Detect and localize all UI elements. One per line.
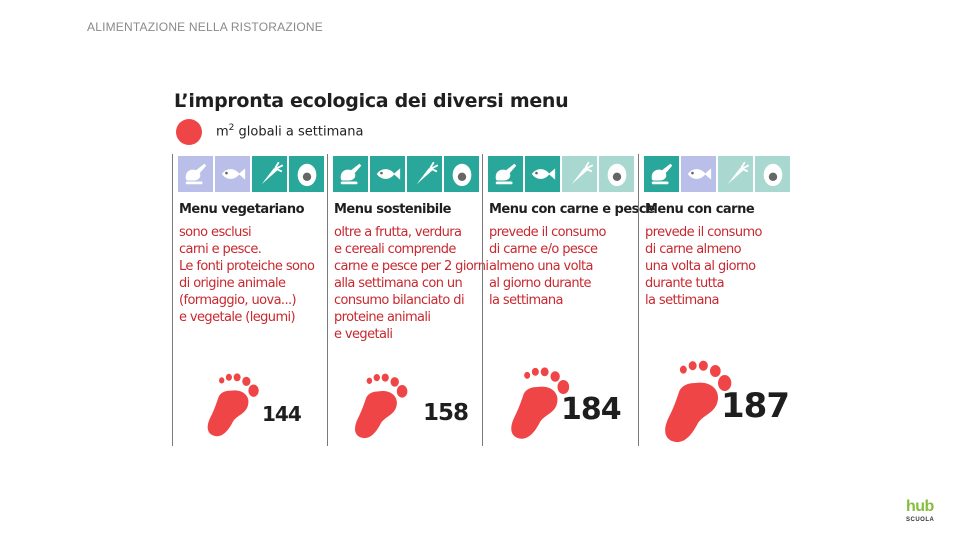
fish-icon (525, 156, 560, 192)
menu-description: oltre a frutta, verdura e cereali compren… (334, 224, 489, 343)
description-line: (formaggio, uova...) (179, 293, 297, 308)
menu-description: prevede il consumo di carne e/o pesce alme… (489, 224, 635, 309)
egg-icon (444, 156, 479, 192)
footprint-icon (348, 366, 414, 442)
footprint-score: 184 (561, 392, 622, 427)
logo-subtitle: SCUOLA (906, 517, 935, 523)
egg-icon (599, 156, 634, 192)
description-line: carne e pesce per 2 giorni (334, 259, 489, 274)
legend-red-dot (176, 119, 202, 145)
legend-unit: m (216, 124, 229, 140)
legend-label: m2 globali a settimana (216, 123, 363, 139)
menu-column: Menu con carne prevede il consumo di carne… (638, 154, 791, 446)
description-line: durante tutta (645, 276, 725, 291)
description-line: e vegetali (334, 327, 393, 342)
carrot-icon (562, 156, 597, 192)
footprint-icon (202, 366, 264, 440)
chicken-leg-icon (333, 156, 368, 192)
footprint-score: 187 (721, 386, 790, 426)
description-line: consumo bilanciato di (334, 293, 465, 308)
menu-columns: Menu vegetariano sono esclusi carni e pesc… (172, 154, 792, 446)
description-line: la settimana (489, 293, 564, 308)
legend-exponent: 2 (228, 123, 235, 133)
fish-icon (681, 156, 716, 192)
description-line: di carne almeno (645, 242, 742, 257)
fish-icon (370, 156, 405, 192)
description-line: prevede il consumo (645, 225, 763, 240)
description-line: di carne e/o pesce (489, 242, 598, 257)
description-line: al giorno durante (489, 276, 592, 291)
menu-title: Menu con carne e pesce (489, 202, 655, 217)
description-line: sono esclusi (179, 225, 252, 240)
chicken-leg-icon (488, 156, 523, 192)
description-line: la settimana (645, 293, 720, 308)
description-line: e vegetale (legumi) (179, 310, 296, 325)
footprint-score: 144 (262, 402, 302, 426)
description-line: carni e pesce. (179, 242, 262, 257)
chicken-leg-icon (644, 156, 679, 192)
menu-column: Menu con carne e pesce prevede il consumo… (482, 154, 655, 446)
description-line: almeno una volta (489, 259, 593, 274)
infographic-title: L’impronta ecologica dei diversi menu (174, 90, 569, 112)
fish-icon (215, 156, 250, 192)
logo-mark: hub (906, 498, 934, 515)
description-line: proteine animali (334, 310, 431, 325)
footprint-icon (654, 351, 742, 447)
menu-column: Menu sostenibile oltre a frutta, verdura e… (327, 154, 489, 446)
description-line: oltre a frutta, verdura (334, 225, 462, 240)
footprint-icon (501, 359, 579, 443)
menu-description: prevede il consumo di carne almeno una vol… (645, 224, 791, 309)
carrot-icon (407, 156, 442, 192)
menu-column: Menu vegetariano sono esclusi carni e pesc… (172, 154, 325, 446)
egg-icon (755, 156, 790, 192)
menu-title: Menu con carne (645, 202, 755, 217)
menu-title: Menu sostenibile (334, 202, 451, 217)
description-line: prevede il consumo (489, 225, 607, 240)
description-line: Le fonti proteiche sono (179, 259, 315, 274)
hub-scuola-logo: hub SCUOLA (906, 498, 948, 524)
egg-icon (289, 156, 324, 192)
carrot-icon (718, 156, 753, 192)
chicken-leg-icon (178, 156, 213, 192)
slide-header-title: ALIMENTAZIONE NELLA RISTORAZIONE (87, 20, 324, 34)
carrot-icon (252, 156, 287, 192)
ecological-footprint-infographic: L’impronta ecologica dei diversi menu m2… (172, 88, 792, 448)
description-line: una volta al giorno (645, 259, 756, 274)
description-line: di origine animale (179, 276, 286, 291)
description-line: e cereali comprende (334, 242, 456, 257)
menu-title: Menu vegetariano (179, 202, 305, 217)
description-line: alla settimana con un (334, 276, 463, 291)
menu-description: sono esclusi carni e pesce. Le fonti prote… (179, 224, 325, 326)
legend-text: globali a settimana (234, 124, 364, 140)
footprint-score: 158 (423, 400, 469, 426)
